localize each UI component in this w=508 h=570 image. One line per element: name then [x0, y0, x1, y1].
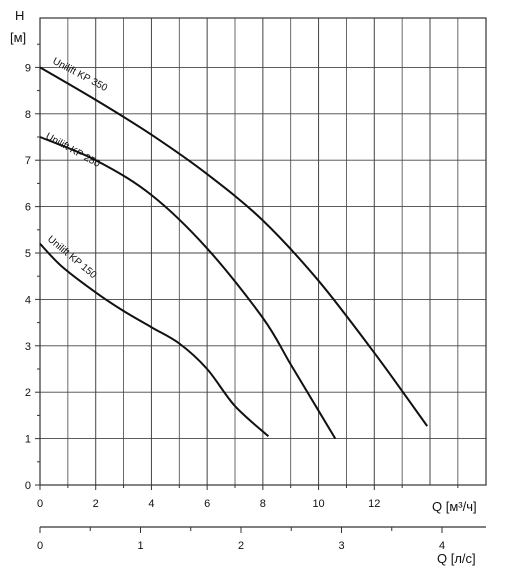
y-axis-ticks: 0 1 2 3 4 5 6 7 8 9 — [25, 43, 40, 492]
y-tick-label: 3 — [25, 341, 31, 353]
x2-tick-label: 2 — [238, 540, 244, 552]
curve-unilift-kp-150 — [39, 243, 270, 438]
x-tick-label: 12 — [368, 498, 380, 510]
x-tick-label: 4 — [148, 498, 154, 510]
y-tick-label: 6 — [25, 202, 31, 214]
curve-unilift-kp-250 — [39, 136, 337, 440]
x-tick-label: 0 — [37, 498, 43, 510]
x-tick-label: 6 — [204, 498, 210, 510]
x2-tick-label: 3 — [338, 540, 344, 552]
curve-label-unilift-kp-350: Unilift KP 350 — [51, 56, 110, 94]
y-tick-label: 9 — [25, 62, 31, 74]
y-tick-label: 2 — [25, 387, 31, 399]
x2-tick-label: 0 — [37, 540, 43, 552]
y-tick-label: 5 — [25, 248, 31, 260]
curve-unilift-kp-350 — [39, 66, 429, 427]
x-tick-label: 8 — [260, 498, 266, 510]
x-tick-label: 2 — [93, 498, 99, 510]
y-tick-label: 8 — [25, 109, 31, 121]
y-axis-unit: [м] — [10, 30, 26, 45]
x-axis-primary-ticks: 0 2 4 6 8 10 12 — [37, 485, 459, 510]
y-tick-label: 1 — [25, 434, 31, 446]
y-tick-label: 4 — [25, 294, 31, 306]
y-tick-label: 7 — [25, 155, 31, 167]
y-axis-symbol: H — [15, 8, 24, 23]
x-tick-label: 10 — [312, 498, 324, 510]
x2-tick-label: 4 — [439, 540, 445, 552]
grid — [40, 18, 486, 485]
x-axis-secondary-title: Q [л/с] — [437, 551, 476, 566]
curve-label-unilift-kp-250: Unilift KP 250 — [44, 131, 103, 170]
x2-tick-label: 1 — [137, 540, 143, 552]
x-axis-primary-title: Q [м³/ч] — [432, 499, 477, 514]
x-axis-secondary-ticks: 0 1 2 3 4 — [37, 526, 486, 552]
y-tick-label: 0 — [25, 480, 31, 492]
